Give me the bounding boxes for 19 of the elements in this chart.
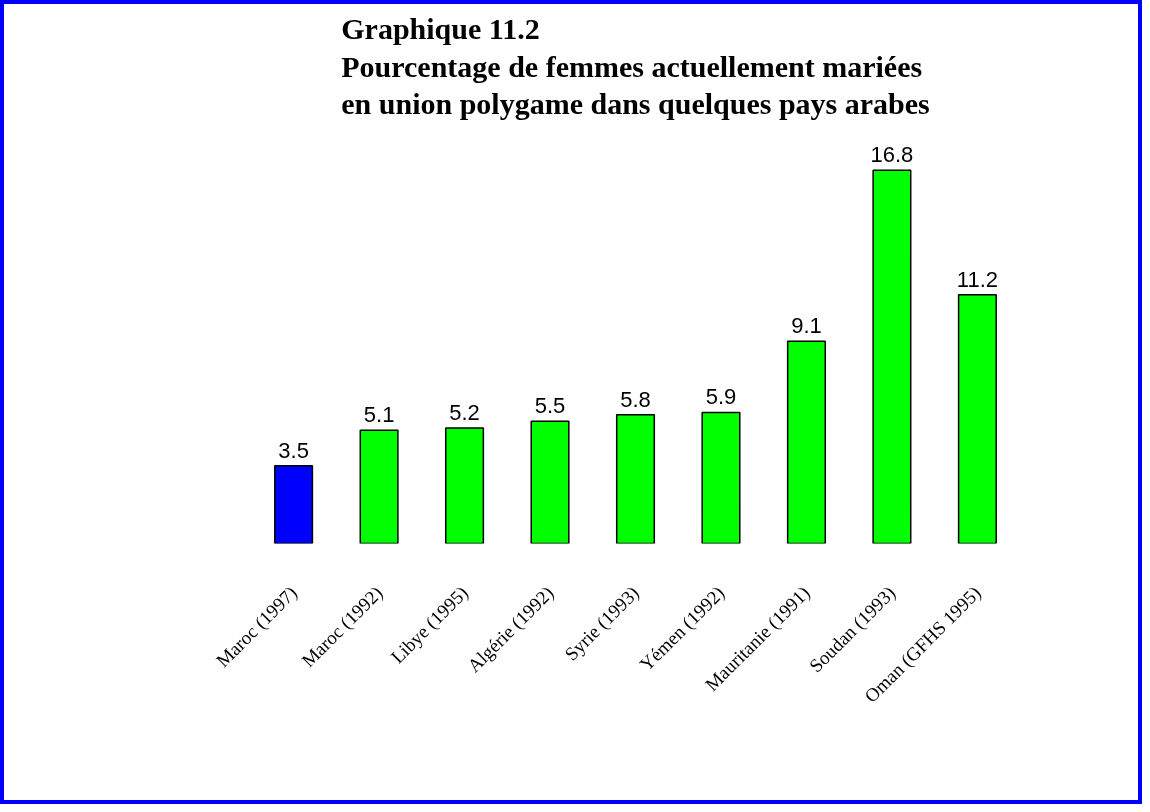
chart-title: Graphique 11.2 Pourcentage de femmes actuellement mariées en union polygame dans quelques pays arabes [341,11,930,121]
bar [615,413,656,544]
bar [786,340,826,544]
bar [530,420,570,544]
bar [445,427,485,544]
data-label: 5.9 [705,384,737,410]
data-label: 5.1 [363,402,395,428]
bar [359,429,399,544]
data-label: 5.5 [534,393,566,419]
data-label: 9.1 [791,313,822,339]
data-label: 5.2 [449,399,480,425]
bar [872,169,912,544]
data-label: 3.5 [278,437,309,463]
bar [274,465,314,544]
bar [701,411,741,544]
data-label: 11.2 [956,266,998,292]
bar [957,293,997,544]
data-label: 5.8 [620,386,651,412]
data-label: 16.8 [870,142,914,168]
